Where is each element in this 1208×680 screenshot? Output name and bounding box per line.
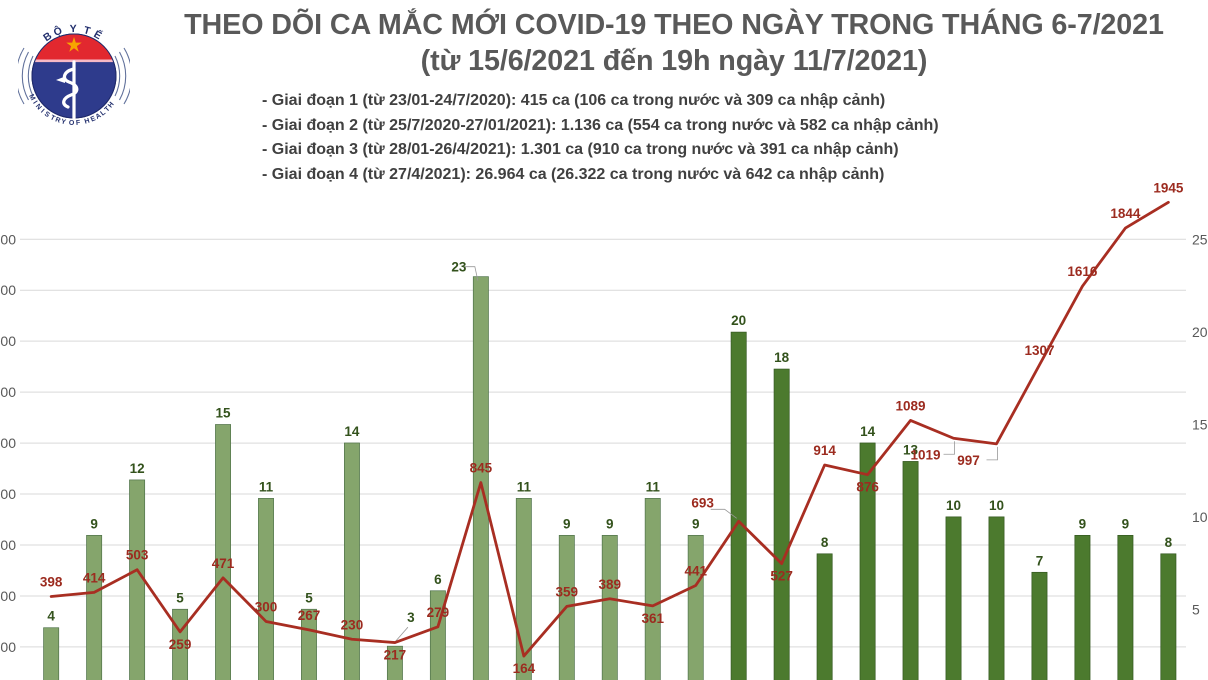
svg-text:845: 845: [470, 461, 493, 476]
svg-text:471: 471: [212, 556, 235, 571]
svg-text:23: 23: [451, 260, 467, 275]
svg-text:200: 200: [0, 384, 16, 400]
svg-text:11: 11: [259, 479, 274, 494]
svg-text:800: 800: [0, 231, 16, 247]
svg-text:20: 20: [1192, 324, 1208, 340]
svg-text:441: 441: [684, 564, 707, 579]
svg-text:400: 400: [0, 588, 16, 604]
svg-text:20: 20: [731, 313, 746, 328]
svg-text:12: 12: [130, 461, 145, 476]
svg-text:414: 414: [83, 570, 106, 585]
svg-text:503: 503: [126, 548, 149, 563]
svg-text:800: 800: [0, 486, 16, 502]
svg-text:9: 9: [1079, 516, 1087, 531]
svg-text:000: 000: [0, 435, 16, 451]
svg-text:1616: 1616: [1067, 264, 1098, 279]
svg-text:359: 359: [556, 584, 579, 599]
svg-text:9: 9: [606, 516, 614, 531]
svg-text:1844: 1844: [1110, 206, 1141, 221]
svg-text:9: 9: [692, 516, 700, 531]
svg-text:398: 398: [40, 574, 63, 589]
svg-text:600: 600: [0, 537, 16, 553]
svg-text:8: 8: [1165, 535, 1173, 550]
svg-text:15: 15: [216, 405, 232, 420]
svg-text:527: 527: [770, 569, 793, 584]
svg-text:1945: 1945: [1153, 180, 1184, 195]
svg-text:279: 279: [427, 605, 450, 620]
svg-text:10: 10: [989, 498, 1004, 513]
svg-text:10: 10: [946, 498, 961, 513]
svg-text:8: 8: [821, 535, 829, 550]
svg-text:10: 10: [1192, 509, 1208, 525]
svg-text:9: 9: [563, 516, 571, 531]
svg-text:14: 14: [860, 424, 876, 439]
svg-text:217: 217: [384, 648, 407, 663]
svg-text:389: 389: [599, 577, 622, 592]
svg-text:400: 400: [0, 333, 16, 349]
svg-text:1019: 1019: [911, 447, 941, 462]
svg-text:300: 300: [255, 599, 278, 614]
svg-text:267: 267: [298, 608, 321, 623]
svg-text:3: 3: [407, 610, 415, 625]
svg-text:18: 18: [774, 350, 790, 365]
svg-text:9: 9: [90, 516, 98, 531]
svg-text:5: 5: [176, 590, 184, 605]
svg-text:6: 6: [434, 572, 442, 587]
svg-text:361: 361: [641, 611, 664, 626]
svg-text:693: 693: [691, 495, 714, 510]
svg-text:5: 5: [1192, 601, 1200, 617]
svg-text:11: 11: [646, 479, 661, 494]
svg-text:200: 200: [0, 639, 16, 655]
svg-text:230: 230: [341, 617, 364, 632]
svg-text:4: 4: [47, 609, 55, 624]
svg-text:997: 997: [957, 453, 980, 468]
svg-text:259: 259: [169, 637, 192, 652]
svg-text:914: 914: [813, 443, 836, 458]
svg-text:164: 164: [513, 661, 536, 676]
svg-text:876: 876: [856, 480, 879, 495]
svg-text:1307: 1307: [1024, 343, 1054, 358]
svg-text:14: 14: [344, 424, 360, 439]
svg-text:25: 25: [1192, 232, 1208, 248]
svg-text:600: 600: [0, 282, 16, 298]
svg-text:7: 7: [1036, 553, 1044, 568]
svg-text:15: 15: [1192, 416, 1208, 432]
svg-text:11: 11: [517, 479, 532, 494]
svg-text:5: 5: [305, 590, 313, 605]
svg-text:1089: 1089: [896, 398, 926, 413]
svg-text:9: 9: [1122, 516, 1130, 531]
